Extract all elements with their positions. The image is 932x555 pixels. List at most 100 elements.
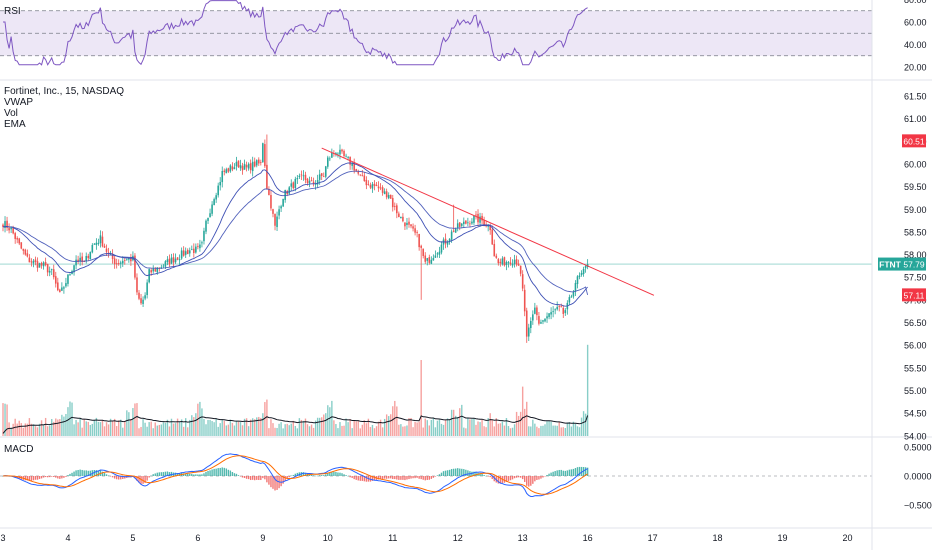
candle-body <box>550 312 552 315</box>
volume-bar <box>463 427 465 436</box>
macd-histogram-bar <box>321 475 323 476</box>
candle-body <box>310 180 313 182</box>
candle-body <box>523 289 526 312</box>
candle-body <box>95 242 98 246</box>
volume-bar <box>91 423 94 436</box>
macd-histogram-bar <box>584 467 587 476</box>
candle-body <box>481 215 483 221</box>
candle-body <box>483 219 485 226</box>
volume-bar <box>365 423 368 436</box>
candle-body <box>582 268 585 275</box>
volume-bar <box>321 417 323 436</box>
candle-body <box>375 184 378 187</box>
volume-ma-line <box>2 415 589 434</box>
macd-histogram-bar <box>314 475 317 477</box>
volume-bar <box>511 427 514 436</box>
macd-histogram-bar <box>371 476 374 481</box>
macd-histogram-bar <box>497 476 500 484</box>
candle-body <box>130 257 132 262</box>
macd-histogram-bar <box>572 468 575 476</box>
volume-bar <box>367 418 370 436</box>
volume-bar <box>513 424 516 436</box>
volume-bar <box>109 418 112 436</box>
volume-bar <box>521 386 524 436</box>
macd-histogram-bar <box>353 476 355 480</box>
candle-body <box>138 292 140 299</box>
volume-bar <box>53 421 55 436</box>
candle-body <box>408 221 410 225</box>
candle-body <box>339 149 341 155</box>
volume-bar <box>402 426 404 436</box>
macd-histogram-bar <box>187 473 189 476</box>
macd-histogram-bar <box>28 476 31 481</box>
volume-bar <box>97 421 100 436</box>
macd-histogram-bar <box>42 476 45 478</box>
candle-body <box>544 318 546 322</box>
macd-histogram-bar <box>436 475 439 476</box>
volume-bar <box>406 425 408 436</box>
volume-bar <box>501 421 504 436</box>
volume-bar <box>239 422 242 436</box>
last-price-badge-ticker: FTNT <box>879 260 902 270</box>
macd-histogram-bar <box>534 476 536 482</box>
candle-body <box>52 269 55 278</box>
macd-histogram-bar <box>239 476 242 477</box>
volume-bar <box>544 424 546 436</box>
volume-bar <box>191 415 193 436</box>
candle-body <box>402 216 404 222</box>
volume-bar <box>477 421 479 436</box>
macd-histogram-bar <box>483 474 485 476</box>
candle-body <box>345 155 347 157</box>
macd-histogram-bar <box>418 476 420 479</box>
volume-bar <box>217 426 219 436</box>
price-tick-label: 59.50 <box>904 182 927 192</box>
macd-histogram-bar <box>349 476 351 478</box>
volume-bar <box>517 415 520 436</box>
volume-bar <box>481 419 483 436</box>
volume-bar <box>473 418 475 436</box>
last-price-badge: FTNT 57.79 <box>878 257 926 271</box>
volume-bar <box>497 423 500 436</box>
volume-bar <box>572 421 575 436</box>
candle-body <box>40 262 43 266</box>
macd-histogram-bar <box>69 473 71 476</box>
volume-bar <box>162 422 165 436</box>
candle-body <box>525 310 528 337</box>
volume-bar <box>142 419 144 436</box>
macd-histogram-bar <box>51 476 53 477</box>
macd-histogram-bar <box>272 476 274 489</box>
volume-bar <box>448 419 451 436</box>
macd-histogram-bar <box>105 474 108 476</box>
macd-histogram-bar <box>262 476 264 479</box>
price-tick-label: 57.50 <box>904 273 927 283</box>
last-price-badge-value: 57.79 <box>903 260 925 270</box>
volume-bar <box>296 428 299 436</box>
candle-body <box>26 253 29 257</box>
volume-bar <box>282 428 284 436</box>
candle-body <box>233 167 236 170</box>
macd-histogram-bar <box>385 476 388 479</box>
macd-histogram-bar <box>280 476 282 487</box>
macd-histogram-bar <box>473 471 475 476</box>
volume-bar <box>434 427 437 436</box>
macd-histogram-bar <box>373 476 376 481</box>
volume-bar <box>83 419 85 436</box>
candle-body <box>497 259 500 264</box>
macd-histogram-bar <box>359 476 361 481</box>
macd-histogram-bar <box>310 474 313 476</box>
volume-bar <box>24 423 27 436</box>
macd-histogram-bar <box>333 471 335 476</box>
volume-bar <box>526 401 528 436</box>
macd-histogram-bar <box>276 476 278 490</box>
volume-bar <box>426 420 428 436</box>
candle-body <box>140 298 142 304</box>
volume-bar <box>241 425 244 436</box>
macd-histogram-bar <box>398 476 400 480</box>
candle-body <box>257 159 260 164</box>
volume-bar <box>284 424 286 436</box>
macd-histogram-bar <box>507 476 510 481</box>
candle-body <box>186 249 189 255</box>
macd-histogram-bar <box>24 476 27 481</box>
